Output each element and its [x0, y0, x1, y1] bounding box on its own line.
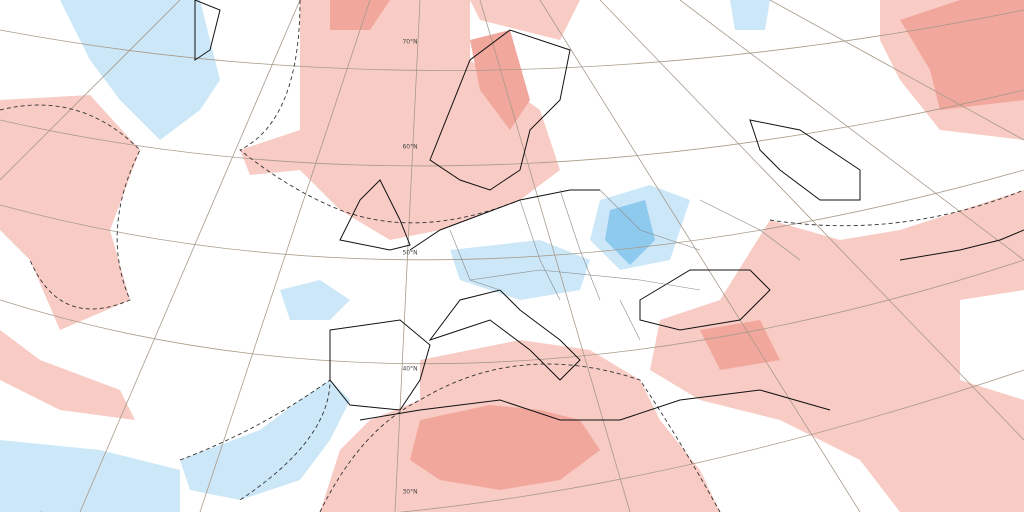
cold-anomaly: [0, 440, 180, 512]
cold-anomaly: [450, 240, 590, 300]
borders: [449, 189, 801, 341]
coastline: [428, 289, 581, 381]
cold-anomaly: [180, 380, 350, 500]
warm-anomaly: [470, 0, 580, 40]
latitude-label: 30°N: [402, 489, 417, 496]
latitude-labels: 70°N 60°N 50°N 40°N 30°N: [402, 39, 417, 496]
latitude-line: [0, 259, 1024, 365]
country-border: [449, 189, 801, 341]
warm-anomaly: [0, 330, 135, 420]
anomaly-contour: [239, 0, 521, 224]
coastline: [749, 119, 861, 201]
coastline: [429, 29, 571, 191]
meridian: [394, 0, 421, 512]
coastline: [899, 229, 1024, 261]
latitude-line: [0, 89, 1024, 167]
coastlines: [194, 0, 1024, 421]
latitude-line: [40, 369, 1024, 512]
latitude-line: [0, 9, 1024, 71]
meridian: [769, 0, 1024, 141]
anomaly-contour: [769, 189, 1024, 227]
coastline: [329, 319, 431, 411]
meridian: [199, 0, 371, 512]
meridian: [479, 0, 631, 512]
cold-anomaly: [280, 280, 350, 320]
meridian: [0, 0, 181, 181]
warm-anomaly: [0, 95, 140, 330]
anomaly-contour: [0, 104, 141, 310]
meridian: [79, 0, 301, 512]
latitude-line: [0, 169, 1024, 261]
meridian: [539, 0, 861, 512]
cold-anomaly-strong: [605, 200, 655, 265]
coastline: [339, 179, 411, 251]
warm-anomaly: [650, 190, 1024, 512]
warm-anomaly: [240, 0, 560, 240]
warm-anomaly-strong: [330, 0, 390, 30]
warm-anomaly-strong: [410, 405, 600, 490]
coastline: [359, 389, 831, 421]
latitude-label: 40°N: [402, 366, 417, 373]
cold-anomaly: [730, 0, 770, 30]
latitude-label: 60°N: [402, 144, 417, 151]
meridian: [599, 0, 1024, 441]
anomaly-contour: [319, 363, 721, 512]
warm-anomaly-strong: [470, 30, 530, 130]
coastline: [639, 269, 771, 331]
warm-anomaly-strong: [700, 320, 780, 370]
latitude-label: 70°N: [402, 39, 417, 46]
cold-anomaly: [60, 0, 220, 140]
latitude-label: 50°N: [402, 250, 417, 257]
coastline: [409, 189, 600, 251]
coastline: [194, 0, 221, 61]
meridian: [679, 0, 1024, 261]
